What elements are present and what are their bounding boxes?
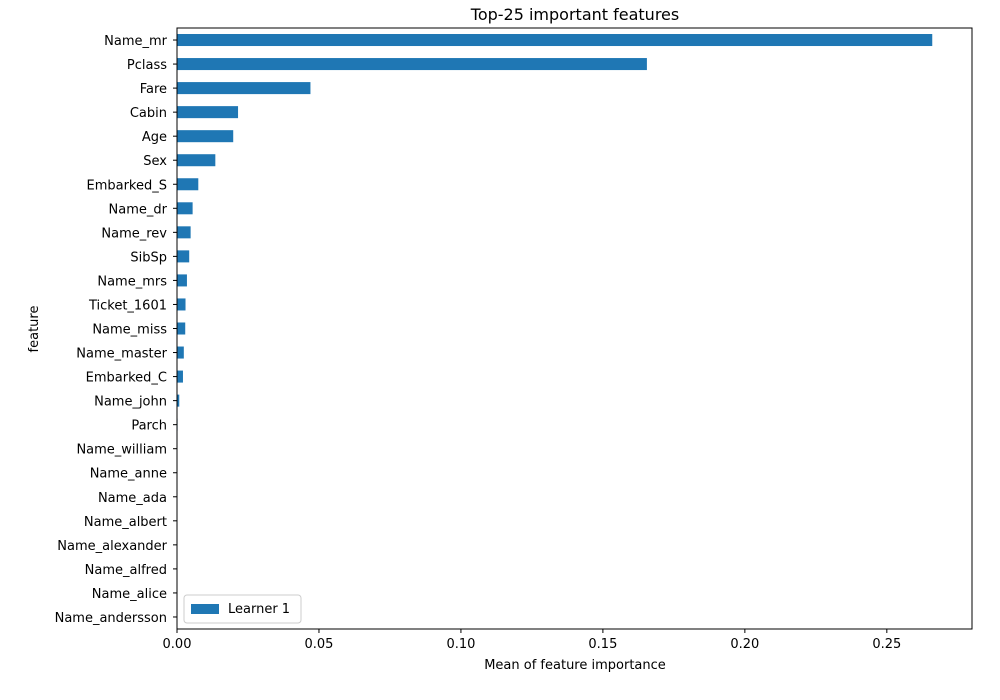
legend-box (183, 594, 302, 624)
x-axis-ticks: 0.00 0.05 0.10 0.15 0.20 0.25 (163, 629, 901, 652)
bar (177, 274, 187, 287)
y-tick-label: Embarked_C (86, 371, 167, 386)
bar (177, 82, 311, 95)
bar (177, 202, 193, 215)
x-tick-label: 0.25 (872, 637, 901, 652)
y-tick-label: Name_anne (90, 467, 167, 482)
y-tick-label: Sex (143, 154, 167, 169)
y-tick-label: Ticket_1601 (88, 298, 167, 313)
chart-title: Top-25 important features (470, 5, 679, 24)
bar (177, 226, 191, 239)
plot-frame (176, 27, 973, 630)
y-tick-label: Age (142, 130, 167, 145)
bar (177, 370, 183, 383)
legend-label: Learner 1 (228, 602, 290, 617)
y-tick-label: Name_ada (98, 491, 167, 506)
y-tick-label: Name_mrs (97, 274, 167, 289)
y-tick-label: Name_john (94, 395, 167, 410)
x-tick-label: 0.05 (304, 637, 333, 652)
y-tick-label: Pclass (127, 58, 167, 73)
y-tick-label: SibSp (130, 250, 167, 265)
y-tick-label: Name_alexander (57, 539, 167, 554)
x-axis-label: Mean of feature importance (484, 658, 666, 673)
y-tick-label: Name_william (76, 443, 167, 458)
bar (177, 346, 184, 359)
y-tick-label: Name_mr (104, 34, 168, 49)
bar (177, 106, 239, 119)
bar (177, 250, 190, 263)
y-tick-label: Name_master (76, 347, 167, 362)
x-tick-label: 0.15 (588, 637, 617, 652)
bar (177, 58, 647, 71)
bar (177, 322, 186, 335)
y-axis-label: feature (27, 306, 42, 353)
bar (177, 178, 199, 191)
y-axis-ticks: Name_mr Pclass Fare Cabin Age Sex Embarked_S Na… (55, 34, 177, 626)
y-tick-label: Name_dr (109, 202, 168, 217)
bar (177, 130, 234, 143)
y-tick-label: Name_rev (101, 226, 167, 241)
x-tick-label: 0.20 (730, 637, 759, 652)
legend-swatch (191, 604, 219, 614)
y-tick-label: Parch (131, 419, 167, 434)
x-tick-label: 0.00 (163, 637, 192, 652)
legend: Learner 1 (183, 594, 302, 624)
bar (177, 34, 933, 47)
bar (177, 394, 180, 407)
y-tick-label: Fare (140, 82, 167, 97)
y-tick-label: Name_alice (92, 587, 167, 602)
x-tick-label: 0.10 (446, 637, 475, 652)
y-tick-label: Name_miss (92, 323, 167, 338)
y-tick-label: Cabin (130, 106, 167, 121)
bar (177, 298, 186, 311)
y-tick-label: Name_albert (84, 515, 167, 530)
y-tick-label: Name_alfred (85, 563, 167, 578)
y-tick-label: Name_andersson (55, 611, 167, 626)
bars-layer (177, 34, 933, 455)
bar (177, 154, 216, 167)
y-tick-label: Embarked_S (86, 178, 167, 193)
